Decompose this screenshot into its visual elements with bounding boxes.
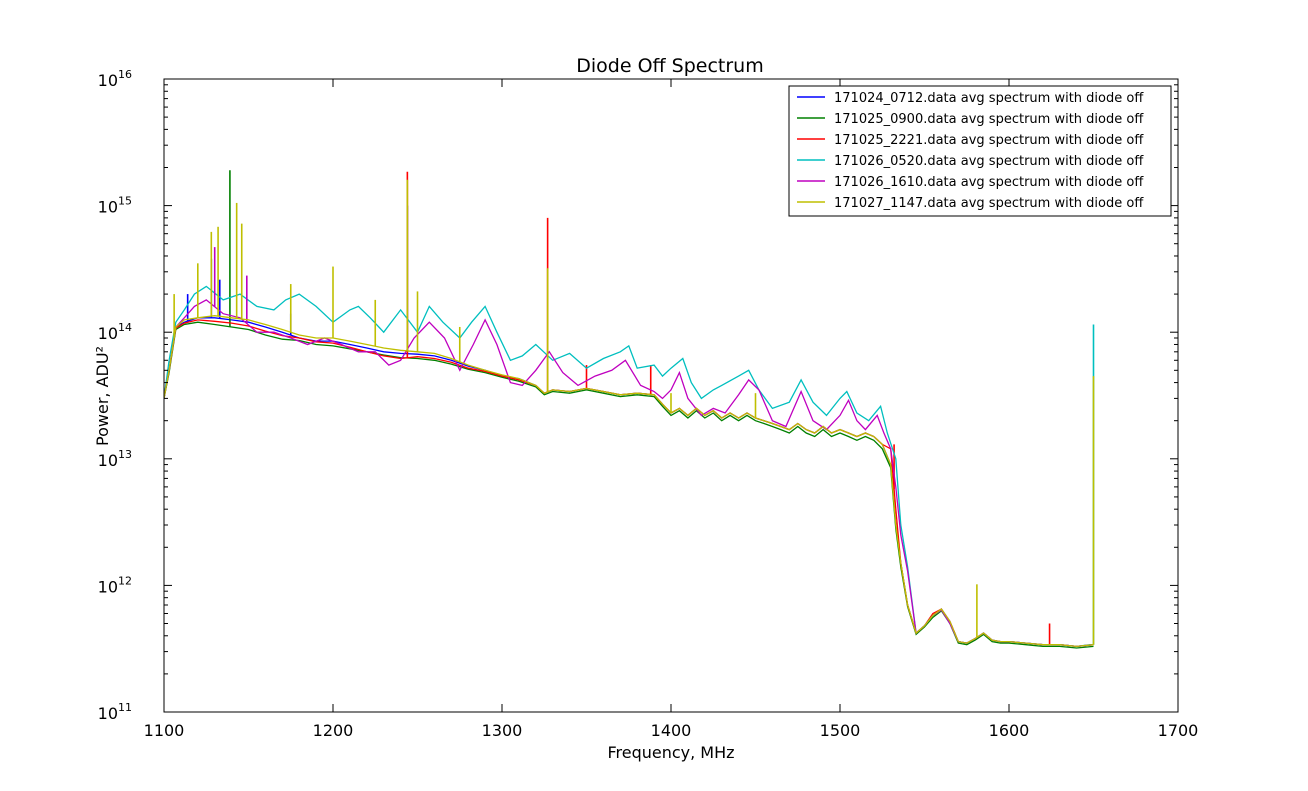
chart-title: Diode Off Spectrum xyxy=(576,55,763,77)
legend-label: 171025_2221.data avg spectrum with diode… xyxy=(834,133,1144,148)
y-tick-label: 1013 xyxy=(98,448,132,470)
legend-box xyxy=(788,85,1172,217)
x-tick-label: 1100 xyxy=(144,721,185,740)
x-axis-title: Frequency, MHz xyxy=(607,743,734,762)
y-tick-label: 1016 xyxy=(98,68,132,90)
series-line xyxy=(164,315,1094,648)
series-layer xyxy=(164,170,1095,649)
x-tick-label: 1400 xyxy=(651,721,692,740)
x-tick-label: 1200 xyxy=(313,721,354,740)
y-tick-label: 1012 xyxy=(98,574,132,596)
legend-item: 171027_1147.data avg spectrum with diode… xyxy=(797,196,1144,211)
legend-item: 171024_0712.data avg spectrum with diode… xyxy=(797,91,1144,106)
legend: 171024_0712.data avg spectrum with diode… xyxy=(788,85,1172,217)
series-2 xyxy=(164,170,1094,649)
legend-item: 171025_0900.data avg spectrum with diode… xyxy=(797,112,1144,127)
x-tick-label: 1700 xyxy=(1158,721,1199,740)
x-tick-label: 1500 xyxy=(820,721,861,740)
series-6 xyxy=(164,179,1095,648)
legend-label: 171025_0900.data avg spectrum with diode… xyxy=(834,112,1144,127)
y-axis: 1011 1012 1013 1014 1015 1016 xyxy=(98,68,1178,723)
series-line xyxy=(164,321,1094,649)
y-axis-title: Power, ADU² xyxy=(93,346,112,446)
x-axis: 1100 1200 1300 1400 1500 1600 1700 xyxy=(144,79,1199,740)
x-tick-label: 1600 xyxy=(989,721,1030,740)
x-tick-label: 1300 xyxy=(482,721,523,740)
y-tick-label: 1014 xyxy=(98,321,132,343)
y-tick-label: 1015 xyxy=(98,195,132,217)
legend-label: 171026_0520.data avg spectrum with diode… xyxy=(834,154,1144,169)
legend-label: 171026_1610.data avg spectrum with diode… xyxy=(834,175,1144,190)
legend-item: 171026_1610.data avg spectrum with diode… xyxy=(797,175,1144,190)
legend-label: 171024_0712.data avg spectrum with diode… xyxy=(834,91,1144,106)
legend-item: 171026_0520.data avg spectrum with diode… xyxy=(797,154,1144,169)
legend-item: 171025_2221.data avg spectrum with diode… xyxy=(797,133,1144,148)
legend-label: 171027_1147.data avg spectrum with diode… xyxy=(834,196,1144,211)
y-tick-label: 1011 xyxy=(98,701,132,723)
